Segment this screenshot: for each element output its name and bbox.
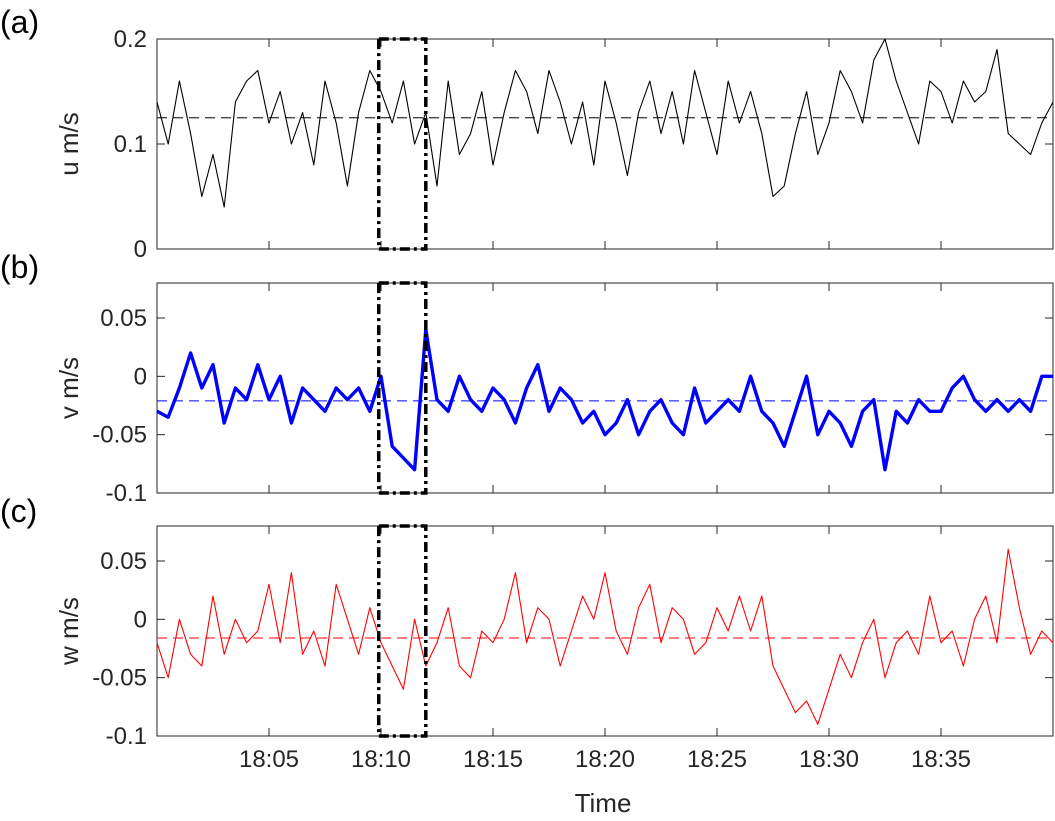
panel-u: (a) 0 0.1 0.2 u m/s (0, 4, 1054, 263)
x-tick-label: 18:20 (575, 746, 635, 773)
x-tick-label: 18:35 (911, 746, 971, 773)
highlight-window (377, 281, 428, 495)
series-line (156, 548, 1054, 725)
x-tick-label: 18:30 (799, 746, 859, 773)
panel-label: (c) (0, 493, 37, 529)
panel-label: (b) (0, 249, 39, 285)
y-tick-label: 0.05 (100, 305, 147, 332)
x-tick-label: 18:15 (463, 746, 523, 773)
y-axis-label: v m/s (54, 357, 84, 419)
highlight-window (377, 524, 428, 738)
panel-v: (b) -0.1 -0.05 0 0.05 v m/s (0, 249, 1054, 507)
y-tick-label: 0.1 (114, 131, 147, 158)
y-tick-label: -0.05 (92, 422, 147, 449)
x-tick-label: 18:10 (351, 746, 411, 773)
x-tick-label: 18:05 (239, 746, 299, 773)
series-line (156, 38, 1054, 208)
y-tick-label: 0 (134, 236, 147, 263)
y-axis-label: u m/s (54, 112, 84, 176)
y-axis-label: w m/s (54, 597, 84, 666)
x-axis-label: Time (575, 788, 632, 818)
axes-box (156, 525, 1054, 737)
highlight-window (377, 37, 428, 251)
axes-box (156, 282, 1054, 494)
series-line (156, 328, 1053, 472)
y-tick-label: 0.2 (114, 26, 147, 53)
x-tick-label: 18:25 (687, 746, 747, 773)
y-tick-label: 0.05 (100, 548, 147, 575)
y-tick-label: -0.1 (106, 480, 147, 507)
y-tick-label: -0.05 (92, 665, 147, 692)
panel-w: (c) -0.1 -0.05 0 0.05 w m/s 18:05 18:10 18:15 18:… (0, 493, 1054, 818)
y-tick-label: 0 (134, 363, 147, 390)
y-tick-label: 0 (134, 606, 147, 633)
y-tick-label: -0.1 (106, 723, 147, 750)
panel-label: (a) (0, 4, 39, 40)
